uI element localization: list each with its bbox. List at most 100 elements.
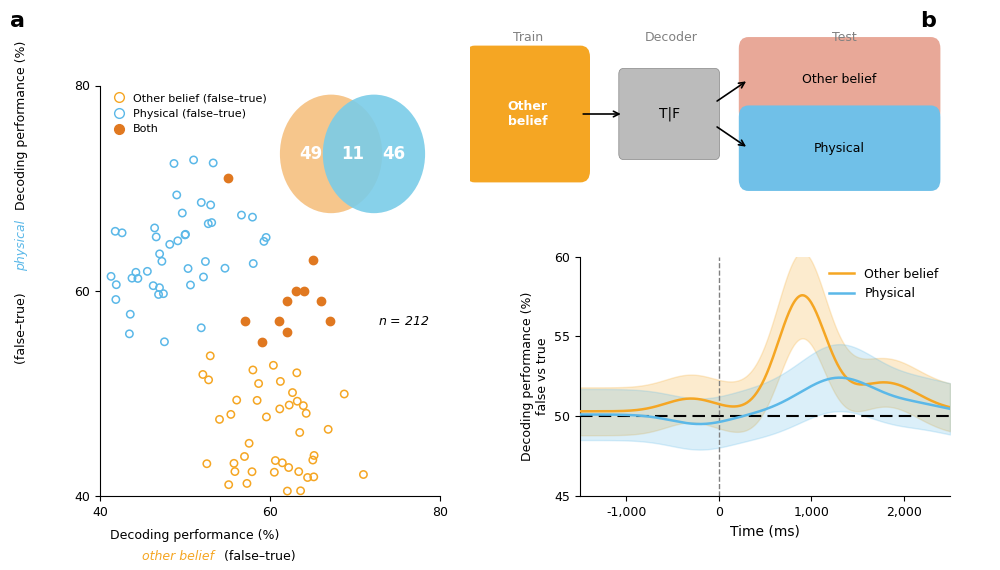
Point [305,255,321,264]
Point [217,264,233,273]
Text: physical: physical [15,219,28,271]
Physical [834,374,846,381]
Text: 49: 49 [300,145,323,163]
Point [291,467,307,476]
Text: Test: Test [832,31,857,44]
Point [148,233,164,242]
Other belief [887,380,899,387]
Text: Physical: Physical [814,142,865,154]
Point [322,317,338,326]
Point [245,259,261,268]
Point [174,209,190,218]
Point [166,159,182,168]
Physical [796,388,808,395]
Point [244,213,260,222]
Point [249,396,265,405]
Text: b: b [920,11,936,31]
Point [177,230,193,239]
Point [203,201,219,210]
Point [202,351,218,360]
FancyBboxPatch shape [739,37,940,123]
Point [245,365,261,374]
Other belief [574,408,586,415]
Other belief [802,295,814,302]
Physical [944,405,956,412]
Physical [794,389,806,396]
Text: Other belief: Other belief [802,74,877,86]
Text: 11: 11 [341,145,364,163]
FancyBboxPatch shape [739,105,940,191]
Point [124,274,140,283]
Point [267,456,283,465]
Point [220,173,236,182]
Point [151,283,167,292]
Point [154,256,170,266]
Point [130,274,146,283]
Point [122,310,138,319]
Point [300,473,316,482]
Line: Other belief: Other belief [580,295,950,412]
Text: (false–true): (false–true) [15,293,29,368]
Point [254,337,270,347]
Other belief [944,404,956,411]
Point [292,428,308,437]
Ellipse shape [280,95,382,213]
Point [298,409,314,418]
Point [293,486,309,495]
Point [107,227,123,236]
Point [147,223,163,233]
Text: (false–true): (false–true) [220,549,296,563]
Point [258,412,274,421]
Point [258,233,274,242]
Point [169,190,185,200]
Point [197,257,213,266]
Other belief [797,292,809,299]
Physical [574,411,586,418]
Point [336,389,352,398]
Point [103,272,119,281]
FancyBboxPatch shape [465,46,590,182]
Point [108,280,124,289]
Text: Decoder: Decoder [645,31,698,44]
Point [177,230,193,239]
Line: Physical: Physical [580,378,950,424]
Physical [888,393,900,400]
Legend: Other belief, Physical: Other belief, Physical [824,263,944,305]
Point [271,317,287,326]
Text: $n$ = 212: $n$ = 212 [378,315,430,328]
Point [193,198,209,207]
Other belief [575,408,587,415]
Point [199,459,215,469]
Point [279,487,295,496]
Point [244,467,260,477]
Physical [802,385,814,392]
Point [274,458,290,467]
Point [156,337,172,347]
Text: Other
belief: Other belief [508,100,548,128]
Point [289,368,305,377]
Point [139,267,155,276]
Text: Decoding performance (%): Decoding performance (%) [110,528,280,541]
Point [289,397,305,406]
Point [221,480,237,489]
Point [108,295,124,304]
Point [288,286,304,295]
Point [306,451,322,460]
Point [200,219,216,228]
Point [256,237,272,246]
Point [227,467,243,476]
Point [233,210,249,219]
Point [272,377,288,386]
Text: other belief: other belief [142,549,214,563]
Point [204,218,220,227]
Other belief [911,390,923,397]
Point [272,404,288,413]
Point [180,264,196,273]
Point [239,479,255,488]
Point [281,463,297,472]
Point [121,329,137,339]
Point [128,268,144,277]
Physical [694,421,706,428]
Point [162,240,178,249]
Point [226,459,242,468]
